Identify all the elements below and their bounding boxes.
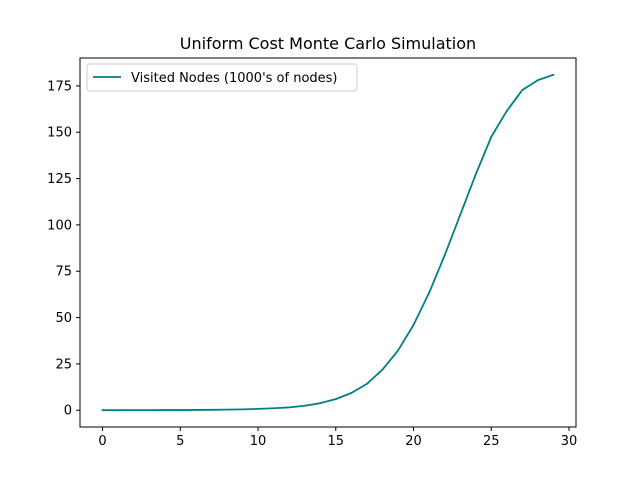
data-point — [179, 409, 182, 411]
data-point — [303, 404, 306, 407]
x-tick-label: 25 — [483, 434, 500, 449]
data-point — [334, 398, 337, 401]
data-point — [521, 89, 524, 91]
data-point — [397, 349, 399, 352]
plot-frame — [79, 57, 577, 428]
y-tick-label: 75 — [55, 265, 72, 280]
data-point — [288, 406, 291, 409]
x-tick-label: 5 — [176, 434, 184, 449]
data-point — [428, 292, 430, 294]
data-point — [241, 408, 244, 411]
data-point — [163, 409, 166, 411]
legend-label: Visited Nodes (1000's of nodes) — [131, 71, 338, 86]
data-point — [443, 254, 446, 257]
y-tick-label: 100 — [47, 218, 72, 233]
data-point — [474, 173, 477, 176]
data-point — [412, 324, 415, 326]
x-tick-label: 30 — [561, 434, 578, 449]
y-tick-label: 150 — [47, 126, 72, 141]
data-point — [537, 79, 539, 82]
x-tick-label: 15 — [328, 434, 345, 449]
x-tick-label: 0 — [98, 434, 106, 449]
data-point — [226, 408, 228, 411]
data-point — [552, 73, 555, 76]
series-line-0 — [101, 73, 555, 412]
data-point — [319, 402, 322, 405]
data-point — [505, 110, 508, 112]
data-point — [132, 409, 135, 412]
y-tick-label: 25 — [55, 357, 72, 372]
y-tick-label: 0 — [64, 404, 72, 419]
data-point — [490, 135, 493, 138]
data-point — [350, 392, 353, 394]
data-point — [272, 407, 275, 410]
y-tick-label: 125 — [47, 172, 72, 187]
data-point — [365, 383, 368, 385]
legend-box — [86, 63, 358, 92]
y-tick-label: 50 — [55, 311, 72, 326]
data-point — [257, 407, 259, 410]
data-point — [101, 409, 104, 412]
x-tick-label: 10 — [250, 434, 267, 449]
y-tick-label: 175 — [47, 79, 72, 94]
chart-title: Uniform Cost Monte Carlo Simulation — [180, 34, 476, 53]
data-point — [148, 409, 151, 412]
data-point — [381, 368, 384, 371]
data-point — [117, 409, 119, 412]
x-tick-label: 20 — [405, 434, 422, 449]
x-axis: 0 5 10 15 20 25 30 — [98, 427, 577, 449]
data-point — [459, 214, 462, 216]
plot-area — [101, 73, 555, 412]
legend: Visited Nodes (1000's of nodes) — [86, 63, 358, 92]
data-point — [194, 409, 197, 411]
y-axis: 0 25 50 75 100 125 150 175 — [47, 79, 80, 419]
data-point — [210, 408, 213, 411]
